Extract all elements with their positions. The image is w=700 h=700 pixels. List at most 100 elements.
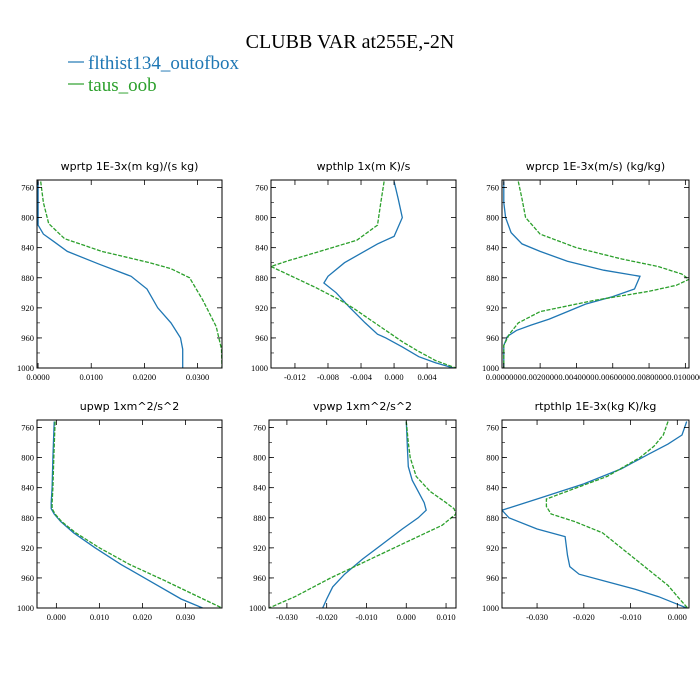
panel-frame [268,419,457,609]
legend-label-1: flthist134_outofbox [88,53,239,74]
x-tick-label: -0.012 [284,372,306,382]
panel-title: wpthlp 1x(m K)/s [317,160,411,173]
panel-5: vpwp 1xm^2/s^2 760 800 840 880 920 960 1000 -0.0… [249,400,457,622]
x-tick-label: -0.030 [526,612,548,622]
y-tick-label: 920 [21,543,34,553]
y-tick-label: 880 [486,273,499,283]
x-tick-label: -0.030 [276,612,298,622]
y-tick-label: 920 [255,303,268,313]
panel-frame [270,179,457,369]
series-line-1 [323,181,454,368]
y-tick-label: 760 [21,183,34,193]
y-tick-label: 880 [253,513,266,523]
x-tick-label: 0.0020000 [522,372,558,382]
x-tick-label: 0.020 [133,612,152,622]
panel-title: wprtp 1E-3x(m kg)/(s kg) [61,160,199,173]
panels-container: wprtp 1E-3x(m kg)/(s kg) 760 800 840 880 920 9… [17,160,700,622]
y-tick-label: 840 [21,483,34,493]
y-tick-label: 1000 [17,363,34,373]
series-line-1 [322,421,427,608]
y-tick-label: 840 [21,243,34,253]
series-line-2 [40,181,222,368]
y-tick-label: 800 [255,213,268,223]
x-tick-label: 0.010 [436,612,455,622]
panel-frame [36,179,223,369]
series-line-2 [503,181,689,368]
legend: flthist134_outofbox taus_oob [68,53,239,96]
y-tick-label: 920 [486,543,499,553]
y-tick-label: 800 [253,453,266,463]
y-tick-label: 960 [255,333,268,343]
x-tick-label: -0.010 [355,612,377,622]
y-tick-label: 800 [486,453,499,463]
x-tick-label: 0.0300 [186,372,209,382]
y-tick-label: 1000 [482,603,499,613]
x-tick-label: 0.0000000 [486,372,522,382]
series-line-1 [37,181,184,368]
panel-title: vpwp 1xm^2/s^2 [313,400,412,413]
panel-1: wprtp 1E-3x(m kg)/(s kg) 760 800 840 880 920 9… [17,160,223,382]
panel-3: wprcp 1E-3x(m/s) (kg/kg) 760 800 840 880 920 9… [482,160,700,382]
y-tick-label: 880 [255,273,268,283]
series-line-2 [545,421,689,608]
x-tick-label: -0.020 [573,612,595,622]
panel-title: upwp 1xm^2/s^2 [80,400,180,413]
y-tick-label: 840 [486,243,499,253]
panel-2: wpthlp 1x(m K)/s 760 800 840 880 920 960 1000 -0… [251,160,457,382]
panel-title: rtpthlp 1E-3x(kg K)/kg [535,400,657,413]
x-tick-label: 0.010 [90,612,109,622]
x-tick-label: 0.004 [418,372,438,382]
x-tick-label: -0.004 [350,372,373,382]
y-tick-label: 1000 [249,603,266,613]
y-tick-label: 760 [253,423,266,433]
y-tick-label: 920 [486,303,499,313]
y-tick-label: 760 [21,423,34,433]
y-tick-label: 920 [21,303,34,313]
y-tick-label: 760 [486,183,499,193]
x-tick-label: 0.0100000 [667,372,700,382]
y-tick-label: 840 [253,483,266,493]
y-tick-label: 840 [255,243,268,253]
y-tick-label: 1000 [17,603,34,613]
x-tick-label: 0.0040000 [558,372,594,382]
y-tick-label: 800 [486,213,499,223]
x-tick-label: 0.000 [668,612,687,622]
y-tick-label: 1000 [251,363,268,373]
y-tick-label: 800 [21,213,34,223]
y-tick-label: 960 [21,573,34,583]
series-line-2 [51,421,222,608]
series-line-2 [269,421,456,608]
y-tick-label: 840 [486,483,499,493]
x-tick-label: 0.000 [47,612,66,622]
panel-frame [501,419,690,609]
series-line-2 [271,181,456,368]
panel-6: rtpthlp 1E-3x(kg K)/kg 760 800 840 880 920 960… [482,400,690,622]
y-tick-label: 880 [21,273,34,283]
panel-frame [501,179,690,369]
x-tick-label: 0.0100 [80,372,103,382]
x-tick-label: 0.000 [397,612,416,622]
series-line-1 [503,181,641,368]
y-tick-label: 760 [486,423,499,433]
x-tick-label: -0.008 [317,372,339,382]
x-tick-label: 0.0060000 [595,372,631,382]
panel-frame [36,419,223,609]
y-tick-label: 960 [253,573,266,583]
panel-4: upwp 1xm^2/s^2 760 800 840 880 920 960 1000 0.00… [17,400,223,622]
x-tick-label: 0.030 [176,612,195,622]
x-tick-label: 0.0000 [26,372,49,382]
x-tick-label: -0.010 [620,612,642,622]
figure-title: CLUBB VAR at255E,-2N [246,31,455,53]
legend-label-2: taus_oob [88,75,157,96]
series-line-1 [50,421,203,608]
y-tick-label: 880 [486,513,499,523]
y-tick-label: 960 [486,333,499,343]
x-tick-label: 0.0080000 [631,372,667,382]
series-line-1 [502,421,688,608]
y-tick-label: 800 [21,453,34,463]
y-tick-label: 1000 [482,363,499,373]
x-tick-label: 0.000 [384,372,403,382]
y-tick-label: 960 [21,333,34,343]
x-tick-label: 0.0200 [133,372,156,382]
